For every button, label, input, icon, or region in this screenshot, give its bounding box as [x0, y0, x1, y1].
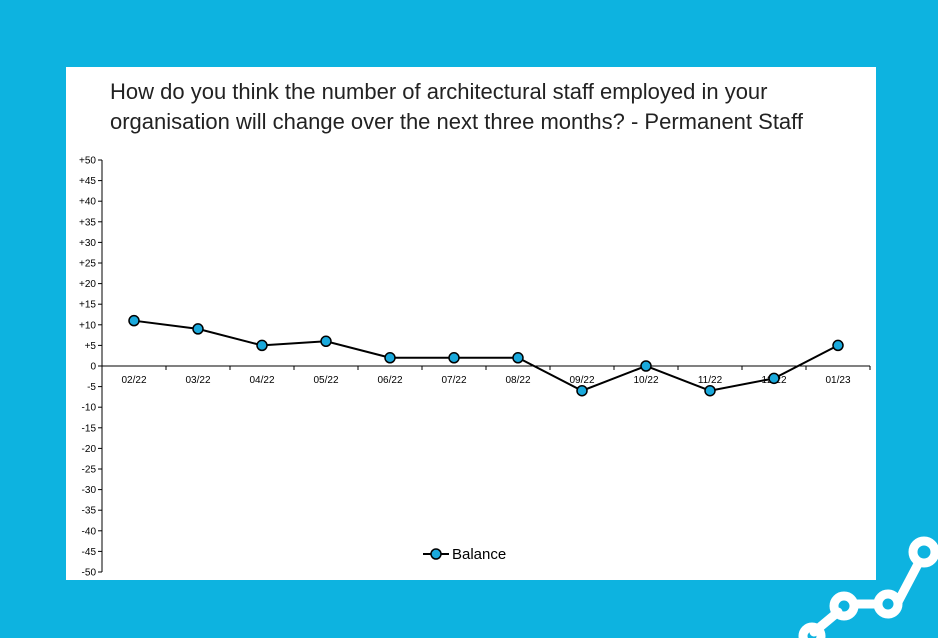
x-tick-label: 06/22 — [377, 375, 402, 386]
y-tick-label: -45 — [82, 547, 97, 558]
legend-label: Balance — [452, 546, 506, 563]
y-tick-label: +30 — [79, 238, 96, 249]
x-tick-label: 10/22 — [633, 375, 658, 386]
data-point — [640, 360, 652, 372]
x-tick-label: 02/22 — [121, 375, 146, 386]
y-tick-label: -30 — [82, 485, 97, 496]
data-point — [256, 339, 268, 352]
y-tick-label: -10 — [82, 403, 97, 414]
chart-title: How do you think the number of architect… — [110, 77, 870, 137]
y-tick-label: -25 — [82, 465, 97, 476]
x-tick-label: 04/22 — [249, 375, 274, 386]
data-point — [832, 339, 844, 352]
data-point — [704, 384, 716, 397]
y-tick-label: +10 — [79, 320, 96, 331]
data-point — [512, 352, 524, 364]
y-tick-label: -50 — [82, 568, 97, 579]
x-tick-label: 11/22 — [698, 375, 723, 386]
y-tick-label: +15 — [79, 300, 96, 311]
y-tick-label: -20 — [82, 444, 97, 455]
legend-marker-swatch — [430, 548, 442, 560]
y-tick-label: 0 — [90, 362, 96, 373]
data-point — [576, 384, 588, 397]
y-tick-label: -40 — [82, 526, 97, 537]
chart-card: How do you think the number of architect… — [66, 67, 876, 580]
line-chart: +50+45+40+35+30+25+20+15+10+50-5-10-15-2… — [79, 156, 871, 579]
y-tick-label: -15 — [82, 423, 97, 434]
data-point — [320, 335, 332, 348]
x-tick-label: 03/22 — [185, 375, 210, 386]
y-tick-label: +25 — [79, 259, 96, 270]
x-tick-label: 05/22 — [313, 375, 338, 386]
data-point — [384, 352, 396, 364]
y-tick-label: +20 — [79, 279, 96, 290]
y-tick-label: +50 — [79, 156, 96, 167]
chart-title-line-2: organisation will change over the next t… — [110, 109, 803, 134]
x-tick-label: 01/23 — [825, 375, 850, 386]
data-point — [448, 352, 460, 364]
y-tick-label: -5 — [87, 382, 96, 393]
chart-title-line-1: How do you think the number of architect… — [110, 79, 768, 104]
x-tick-label: 08/22 — [505, 375, 530, 386]
y-tick-label: -35 — [82, 506, 97, 517]
connected-nodes-logo-icon — [798, 536, 938, 638]
y-tick-label: +40 — [79, 197, 96, 208]
data-point — [768, 372, 780, 385]
y-tick-label: +45 — [79, 176, 96, 187]
x-tick-label: 09/22 — [569, 375, 594, 386]
y-tick-label: +5 — [85, 341, 97, 352]
data-point — [128, 314, 140, 327]
series-line — [133, 319, 839, 392]
x-tick-label: 07/22 — [441, 375, 466, 386]
data-point — [192, 323, 204, 335]
y-tick-label: +35 — [79, 217, 96, 228]
